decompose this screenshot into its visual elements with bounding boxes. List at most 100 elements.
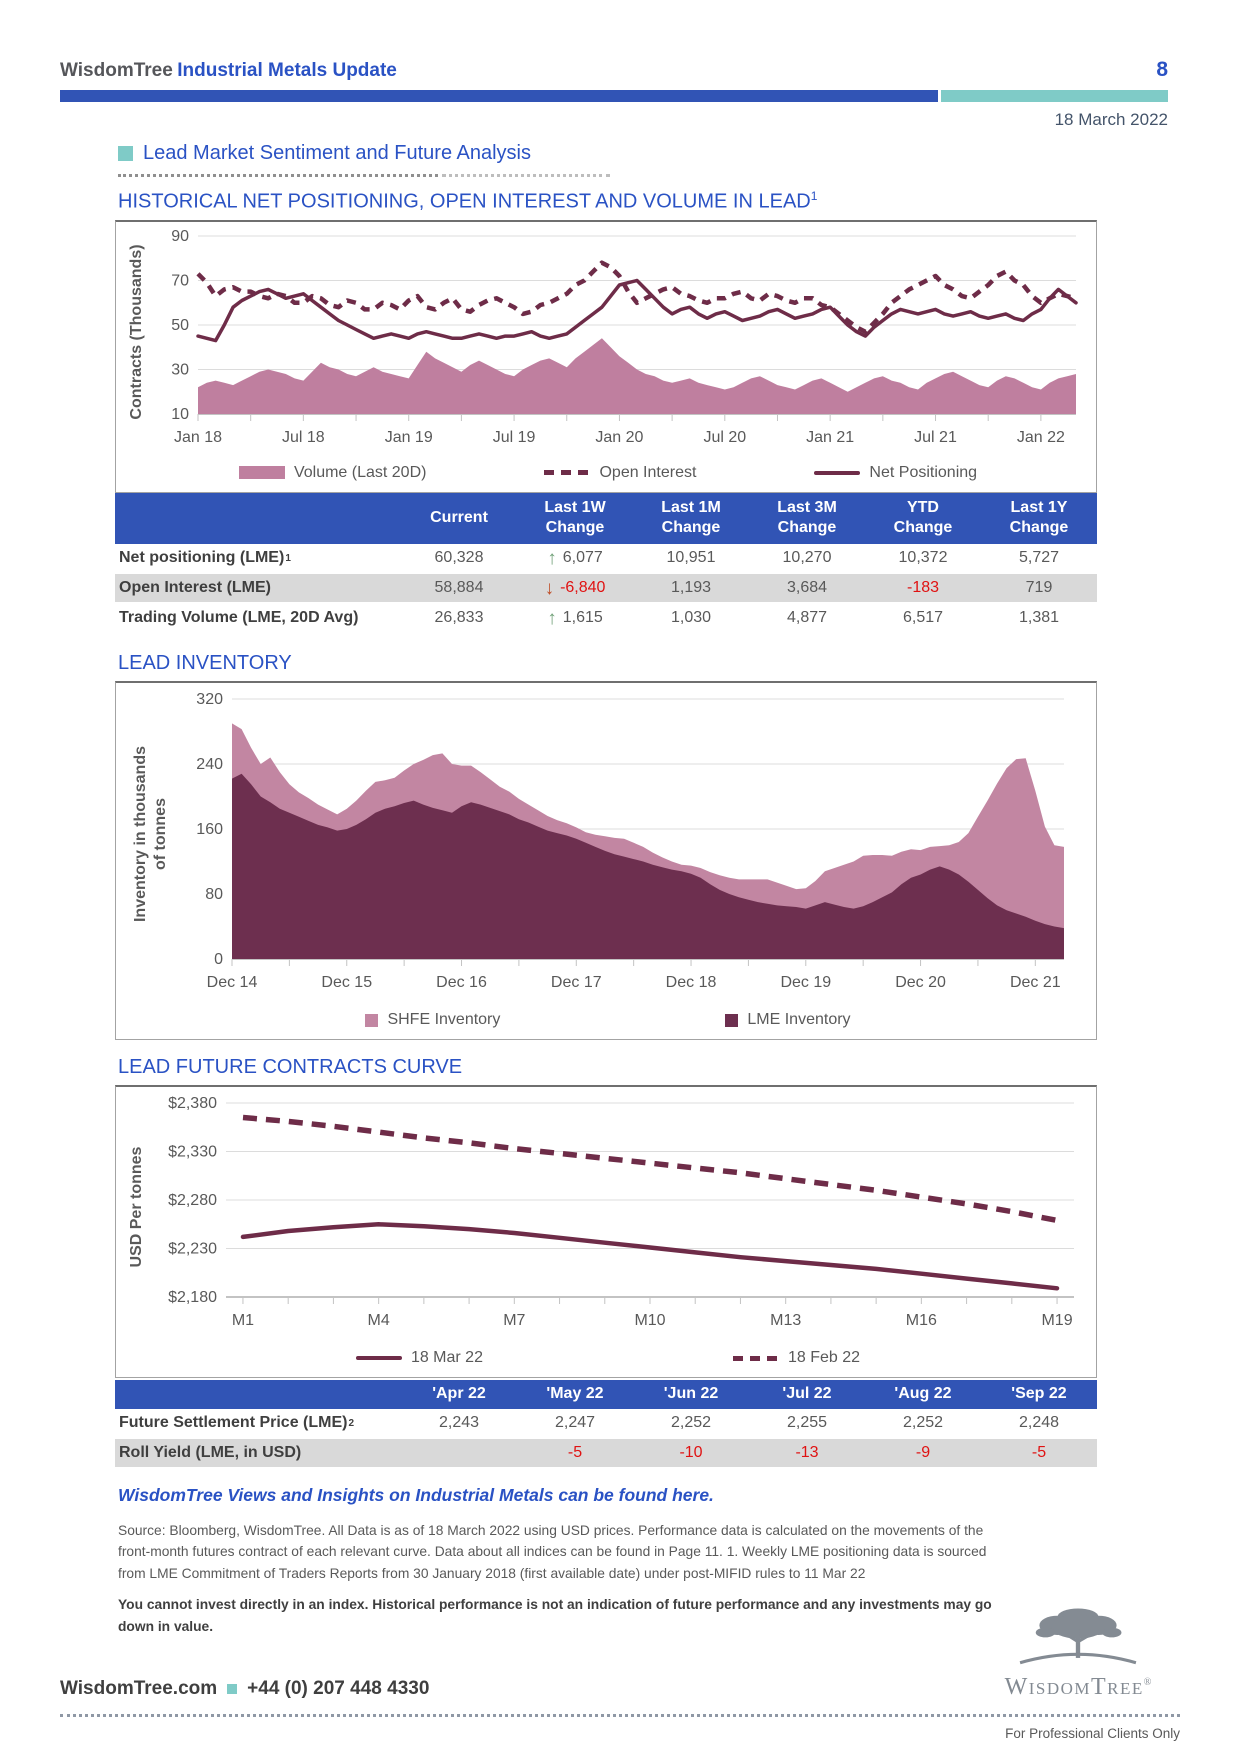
chart2-legend: SHFE Inventory LME Inventory [120, 1005, 1096, 1039]
chart1-legend: Volume (Last 20D) Open Interest Net Positi… [120, 458, 1096, 492]
svg-text:160: 160 [196, 821, 223, 838]
svg-text:Dec 15: Dec 15 [321, 974, 372, 991]
chart1-title-text: HISTORICAL NET POSITIONING, OPEN INTERES… [118, 190, 811, 213]
legend-item: Open Interest [544, 464, 696, 482]
table-cell: 6,517 [902, 609, 944, 627]
chart3-legend: 18 Mar 22 18 Feb 22 [120, 1343, 1096, 1377]
table-cell: -13 [795, 1444, 819, 1462]
svg-text:$2,330: $2,330 [168, 1144, 217, 1161]
section-title: Lead Market Sentiment and Future Analysi… [143, 142, 531, 164]
svg-text:$2,180: $2,180 [168, 1289, 217, 1306]
svg-text:Dec 16: Dec 16 [436, 974, 487, 991]
table-row: Future Settlement Price (LME) 2 2,243 2,247… [115, 1409, 1097, 1440]
svg-text:Jul 18: Jul 18 [282, 429, 325, 446]
svg-text:240: 240 [196, 756, 223, 773]
legend-area-swatch-icon [238, 466, 285, 480]
futures-curve-chart-box: USD Per tonnes $2,180 $2,230 $2,280 $2,330 $… [115, 1085, 1097, 1379]
table-row: Net positioning (LME) 1 60,328 ↑ 6,077 10,951… [115, 544, 1097, 575]
legend-line-swatch-icon [814, 470, 861, 475]
table-header-cell: 'Aug 22 [894, 1385, 952, 1403]
table-cell: 2,252 [670, 1414, 712, 1432]
svg-text:50: 50 [171, 317, 189, 334]
table-cell: -10 [679, 1444, 703, 1462]
disclaimer-note: You cannot invest directly in an index. … [118, 1597, 992, 1634]
legend-label: LME Inventory [747, 1011, 851, 1029]
svg-text:Jan 20: Jan 20 [595, 429, 643, 446]
table-cell: ↑ 1,615 [547, 607, 603, 629]
table-header-row: 'Apr 22 'May 22 'Jun 22 'Jul 22 'Aug 22 'Sep … [115, 1380, 1097, 1410]
svg-text:M10: M10 [634, 1312, 665, 1329]
table-cell: -5 [567, 1444, 583, 1462]
svg-text:Dec 14: Dec 14 [207, 974, 258, 991]
table-cell: 10,270 [782, 549, 832, 567]
phone-number: +44 (0) 207 448 4330 [247, 1678, 430, 1699]
row-label: Open Interest (LME) [119, 579, 272, 597]
svg-text:Dec 19: Dec 19 [780, 974, 831, 991]
table-cell: 719 [1025, 579, 1053, 597]
table-row: Trading Volume (LME, 20D Avg) 26,833 ↑ 1,61… [115, 604, 1097, 635]
table-header-cell: 'Jun 22 [663, 1385, 719, 1403]
legend-label: 18 Feb 22 [787, 1349, 861, 1367]
down-arrow-icon: ↓ [544, 577, 555, 599]
row-label: Future Settlement Price (LME) 2 [119, 1414, 355, 1432]
clients-note: For Professional Clients Only [1005, 1726, 1180, 1741]
legend-dash-swatch-icon [732, 1355, 779, 1361]
table-cell: ↓ -6,840 [544, 577, 606, 599]
svg-text:Dec 18: Dec 18 [666, 974, 717, 991]
net-positioning-chart: 10 30 50 70 90 Jan 18 Jul 18 Jan 19 Jul 19 Jan 20… [171, 228, 1078, 446]
up-arrow-icon: ↑ [547, 607, 557, 629]
legend-item: 18 Mar 22 [355, 1349, 483, 1367]
source-note: Source: Bloomberg, WisdomTree. All Data … [118, 1523, 987, 1581]
table-header-cell [115, 1380, 401, 1409]
table-cell: 26,833 [434, 609, 484, 627]
legend-item: Net Positioning [814, 464, 977, 482]
svg-text:$2,380: $2,380 [168, 1095, 217, 1112]
brand-name: WisdomTree [60, 60, 173, 81]
svg-text:Jul 19: Jul 19 [493, 429, 536, 446]
table-header-cell: Last 1Y Change [1009, 498, 1069, 537]
legend-line-swatch-icon [355, 1356, 402, 1361]
wisdomtree-logo: WisdomTree® [978, 1600, 1178, 1699]
legend-square-swatch-icon [725, 1013, 739, 1027]
legend-label: SHFE Inventory [387, 1011, 501, 1029]
table-cell: 1,381 [1018, 609, 1060, 627]
svg-text:Dec 20: Dec 20 [895, 974, 946, 991]
up-arrow-icon: ↑ [547, 547, 557, 569]
legend-item: LME Inventory [725, 1011, 851, 1029]
svg-text:M7: M7 [503, 1312, 525, 1329]
chart2-ylabel-wrap: Inventory in thousands of tonnes [120, 687, 182, 1005]
table-cell: 4,877 [786, 609, 828, 627]
chart1-title: HISTORICAL NET POSITIONING, OPEN INTERES… [118, 189, 1240, 214]
website-link[interactable]: WisdomTree.com [60, 1678, 218, 1699]
svg-text:$2,280: $2,280 [168, 1192, 217, 1209]
legend-item: Volume (Last 20D) [238, 464, 426, 482]
table-cell: 60,328 [434, 549, 484, 567]
svg-text:Dec 17: Dec 17 [551, 974, 602, 991]
table-cell: ↑ 6,077 [547, 547, 603, 569]
inventory-chart-box: Inventory in thousands of tonnes 0 80 160 2… [115, 681, 1097, 1041]
table-header-cell: 'May 22 [546, 1385, 604, 1403]
logo-wordmark: WisdomTree® [1004, 1674, 1152, 1700]
svg-text:10: 10 [171, 406, 189, 423]
table-header-cell: 'Apr 22 [432, 1385, 486, 1403]
chart3-ylabel-wrap: USD Per tonnes [120, 1091, 154, 1343]
header-rule [60, 90, 1168, 102]
legend-square-swatch-icon [365, 1013, 379, 1027]
table-cell: 5,727 [1018, 549, 1060, 567]
table-header-cell: YTD Change [893, 498, 953, 537]
table-cell: 1,030 [670, 609, 712, 627]
chart3-y-axis-label: USD Per tonnes [128, 1146, 145, 1268]
legend-label: Net Positioning [869, 463, 978, 481]
positioning-chart-box: Contracts (Thousands) 10 30 50 70 90 Jan 18 Ju… [115, 219, 1097, 493]
chart2-title: LEAD INVENTORY [118, 652, 292, 675]
table-cell: 1,193 [670, 579, 712, 597]
header-rule-teal [941, 90, 1168, 102]
svg-text:30: 30 [171, 361, 189, 378]
table-cell: 2,255 [786, 1414, 828, 1432]
header: WisdomTree Industrial Metals Update 8 [0, 0, 1240, 82]
table-header-cell: 'Sep 22 [1011, 1385, 1067, 1403]
table-row: Roll Yield (LME, in USD) -5 -10 -13 -9 -5 [115, 1439, 1097, 1470]
svg-text:Jul 20: Jul 20 [703, 429, 746, 446]
insights-link[interactable]: WisdomTree Views and Insights on Industr… [118, 1485, 714, 1506]
